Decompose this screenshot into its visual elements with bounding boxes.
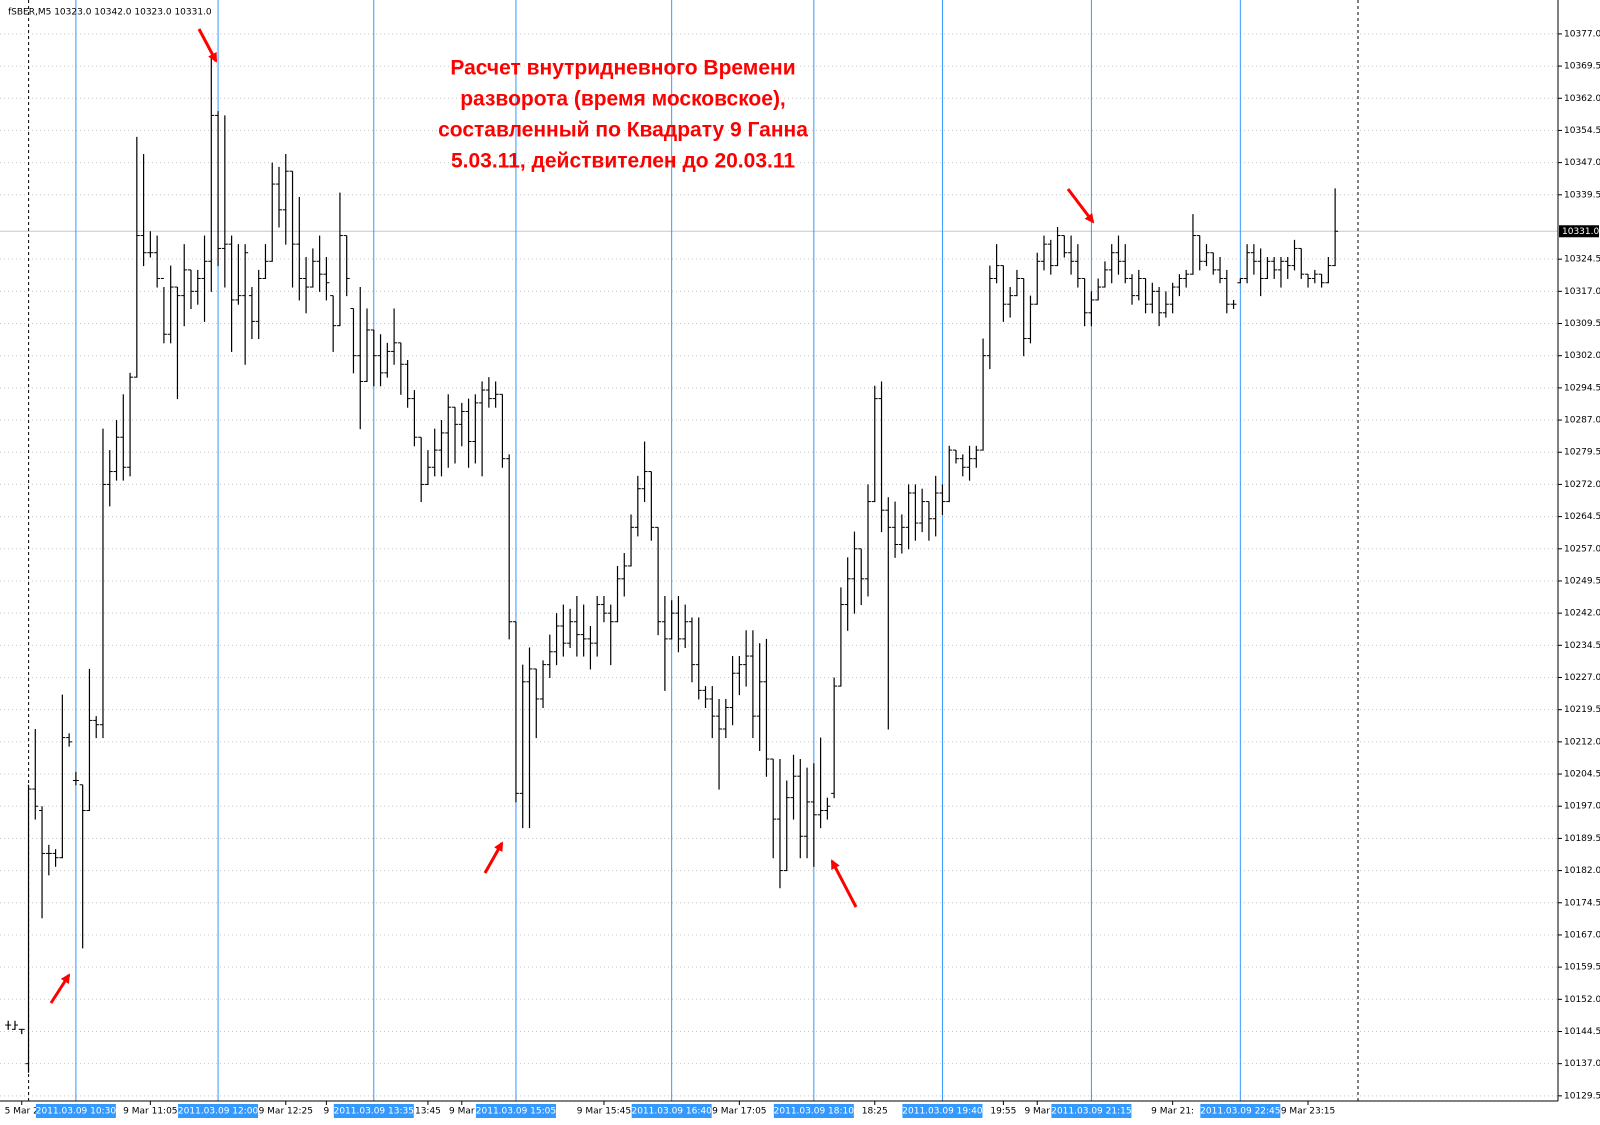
y-tick-label: 10287.0 xyxy=(1564,416,1600,426)
x-tick-label: 9 Mar xyxy=(449,1107,475,1117)
y-tick-label: 10219.5 xyxy=(1564,705,1600,715)
annotation-line: 5.03.11, действителен до 20.03.11 xyxy=(451,150,795,173)
y-tick-label: 10129.5 xyxy=(1564,1091,1600,1101)
cursor-label-box xyxy=(773,1104,854,1118)
y-tick-label: 10324.5 xyxy=(1564,255,1600,265)
x-tick-label: 5 Mar 2 xyxy=(5,1107,39,1117)
y-tick-label: 10197.0 xyxy=(1564,802,1600,812)
annotation-line: составленный по Квадрату 9 Ганна xyxy=(438,119,808,142)
y-tick-label: 10249.5 xyxy=(1564,576,1600,586)
x-tick-label: 9 Mar xyxy=(1024,1107,1050,1117)
y-tick-label: 10377.0 xyxy=(1564,29,1600,39)
arrow xyxy=(49,973,71,1004)
x-tick-label: 13:45 xyxy=(415,1107,441,1117)
x-tick-label: 19:55 xyxy=(990,1107,1016,1117)
x-tick-label: 9 Mar 12:25 xyxy=(259,1107,313,1117)
cursor-label: 2011.03.09 18:10 xyxy=(774,1107,855,1117)
y-tick-label: 10182.0 xyxy=(1564,866,1600,876)
arrow xyxy=(830,859,858,908)
y-tick-label: 10294.5 xyxy=(1564,383,1600,393)
last-price-label: 10331.0 xyxy=(1562,227,1599,237)
y-tick-label: 10279.5 xyxy=(1564,448,1600,458)
axis-labels: 10129.5 10137.0 10144.5 10152.0 10159.5 10167… xyxy=(5,29,1600,1118)
cursor-label: 2011.03.09 19:40 xyxy=(902,1107,983,1117)
arrow xyxy=(1066,188,1095,224)
arrow xyxy=(483,841,504,874)
header: fSBER,M5 10323.0 10342.0 10323.0 10331.0 xyxy=(8,8,212,18)
cursor-label-box xyxy=(631,1104,712,1118)
x-tick-label: 9 Mar 21: xyxy=(1151,1107,1194,1117)
cursor-label-box xyxy=(1051,1104,1132,1118)
cursor-label-box xyxy=(35,1104,116,1118)
x-tick-label: 9 Mar 17:05 xyxy=(712,1107,766,1117)
y-tick-label: 10339.5 xyxy=(1564,190,1600,200)
y-tick-label: 10189.5 xyxy=(1564,834,1600,844)
cursor-label-box xyxy=(1200,1104,1281,1118)
cursor-label: 2011.03.09 15:05 xyxy=(476,1107,556,1117)
y-tick-label: 10234.5 xyxy=(1564,641,1600,651)
cursor-label-box xyxy=(902,1104,983,1118)
cursor-label: 2011.03.09 10:30 xyxy=(36,1107,117,1117)
y-tick-label: 10354.5 xyxy=(1564,126,1600,136)
y-tick-label: 10264.5 xyxy=(1564,512,1600,522)
y-tick-label: 10302.0 xyxy=(1564,351,1600,361)
bars xyxy=(5,55,1339,1073)
cursor-label-box xyxy=(333,1104,414,1118)
y-tick-label: 10167.0 xyxy=(1564,930,1600,940)
annotation-line: Расчет внутридневного Времени xyxy=(450,57,795,80)
y-tick-label: 10174.5 xyxy=(1564,898,1600,908)
y-tick-label: 10257.0 xyxy=(1564,544,1600,554)
y-tick-label: 10347.0 xyxy=(1564,158,1600,168)
x-tick-label: 9 Mar 23:15 xyxy=(1281,1107,1335,1117)
x-tick-label: 18:25 xyxy=(862,1107,888,1117)
y-tick-label: 10309.5 xyxy=(1564,319,1600,329)
y-tick-label: 10272.0 xyxy=(1564,480,1600,490)
arrows xyxy=(49,28,1095,1004)
x-tick-label: 9 xyxy=(324,1107,330,1117)
annotation-line: разворота (время московское), xyxy=(460,88,786,111)
cursor-label: 2011.03.09 12:00 xyxy=(178,1107,259,1117)
last-price-box xyxy=(1559,225,1599,238)
cursor-label: 2011.03.09 22:45 xyxy=(1200,1107,1280,1117)
y-tick-label: 10212.0 xyxy=(1564,737,1600,747)
y-tick-label: 10152.0 xyxy=(1564,995,1600,1005)
y-tick-label: 10242.0 xyxy=(1564,609,1600,619)
cursor-label: 2011.03.09 21:15 xyxy=(1051,1107,1131,1117)
cursor-label: 2011.03.09 13:35 xyxy=(334,1107,414,1117)
y-tick-label: 10362.0 xyxy=(1564,94,1600,104)
x-tick-label: 9 Mar 11:05 xyxy=(123,1107,177,1117)
y-tick-label: 10144.5 xyxy=(1564,1027,1600,1037)
cursor-label-box xyxy=(475,1104,556,1118)
y-tick-label: 10159.5 xyxy=(1564,963,1600,973)
y-tick-label: 10227.0 xyxy=(1564,673,1600,683)
cursor-label-box xyxy=(178,1104,259,1118)
arrow xyxy=(197,28,218,63)
y-tick-label: 10137.0 xyxy=(1564,1059,1600,1069)
annotation: Расчет внутридневного Времени разворота (… xyxy=(438,57,808,173)
y-tick-label: 10317.0 xyxy=(1564,287,1600,297)
y-tick-label: 10369.5 xyxy=(1564,62,1600,72)
x-tick-label: 9 Mar 15:45 xyxy=(577,1107,631,1117)
y-tick-label: 10204.5 xyxy=(1564,770,1600,780)
cursor-label: 2011.03.09 16:40 xyxy=(631,1107,712,1117)
